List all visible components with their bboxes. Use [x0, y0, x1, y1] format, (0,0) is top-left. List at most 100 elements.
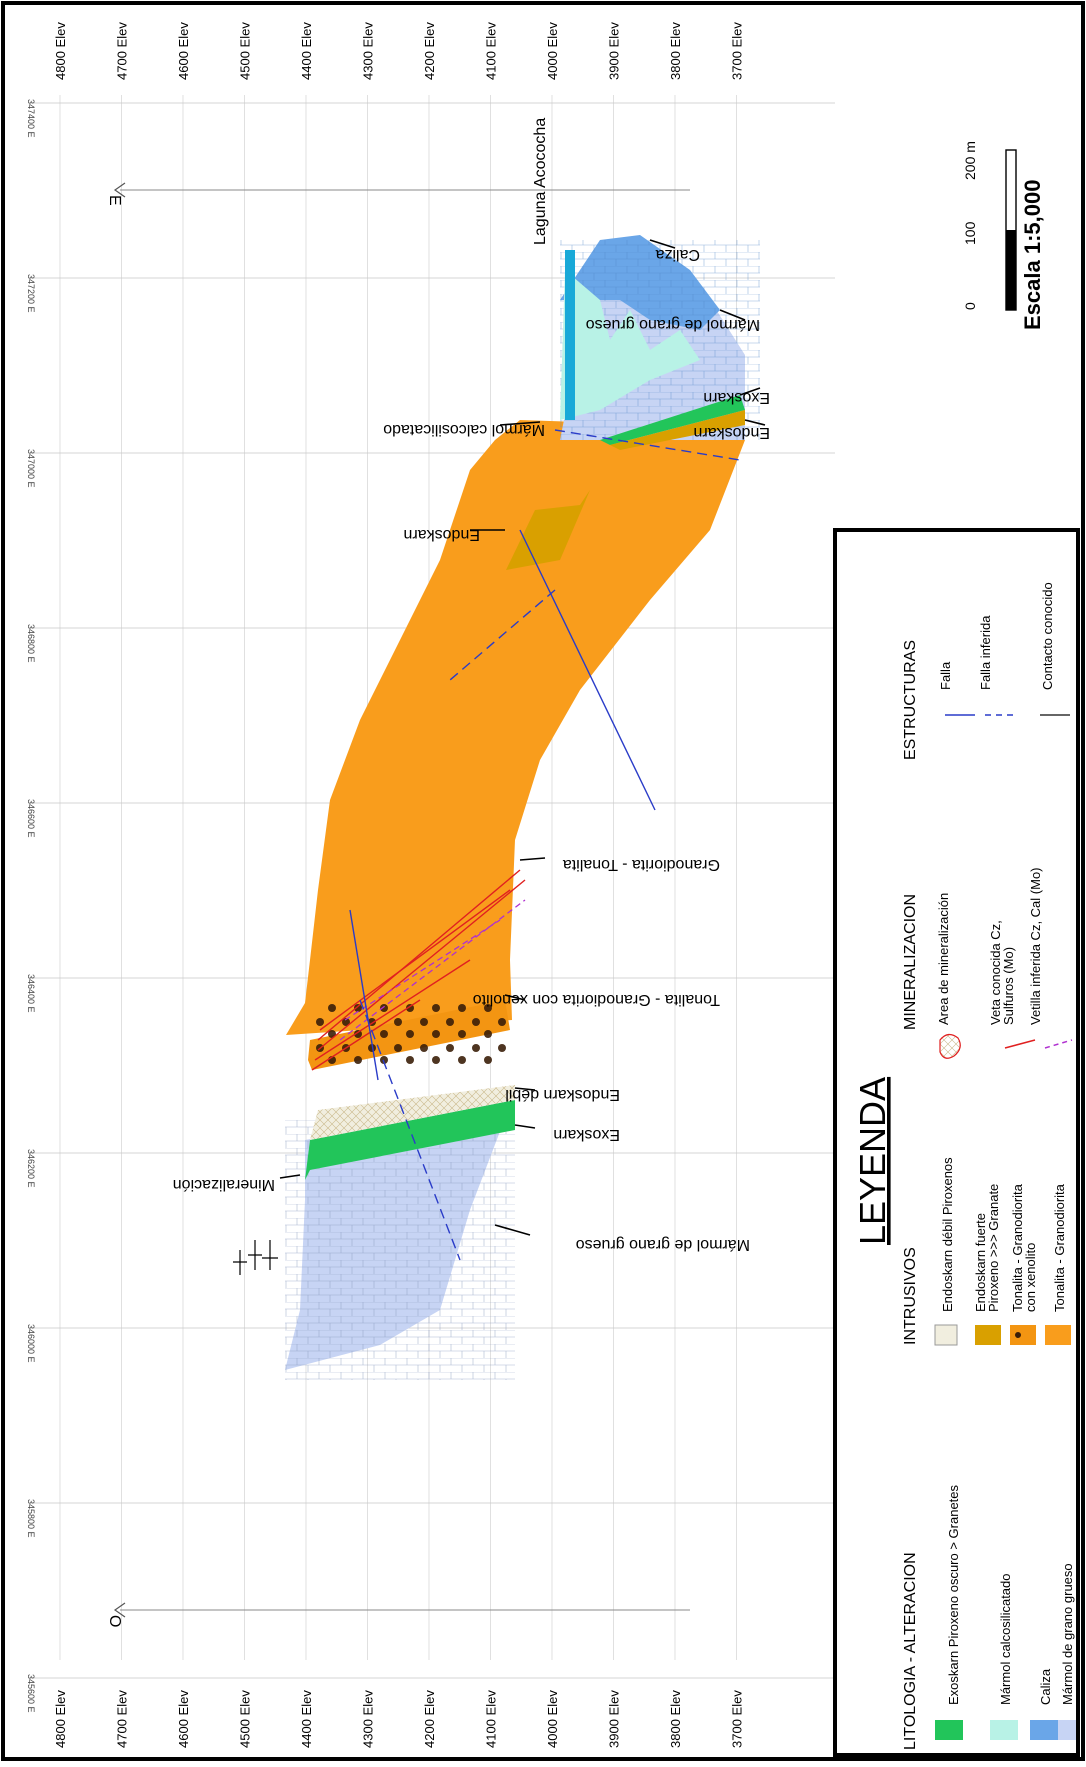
- unit-marmol-calcosilicatado: [560, 270, 700, 420]
- legend-litologia-item-1: Exoskarn Piroxeno oscuro > Granetes: [946, 1484, 961, 1705]
- legend-swatch-marmol-calcosilicatado: [990, 1720, 1018, 1740]
- scale-tick-0: 0: [962, 302, 978, 310]
- elevation-label-bottom: 3900 Elev: [607, 1690, 622, 1748]
- endoskarn-debil-pattern: [310, 1085, 515, 1140]
- annotation-endoskarn-mid: Endoskarn: [404, 526, 481, 543]
- east-arrow-icon: [113, 182, 126, 198]
- west-direction-label: O: [106, 1615, 123, 1627]
- annotation-mineralizacion: Mineralización: [173, 1176, 275, 1193]
- mineralization-markers: [233, 1240, 278, 1275]
- elevation-label-bottom: 4100 Elev: [484, 1690, 499, 1748]
- xenolito-pattern: [310, 1000, 510, 1070]
- legend-intrusivos-item-3b: con xenolito: [1023, 1243, 1038, 1312]
- unit-endoskarn-mid: [506, 490, 590, 570]
- legend-estructuras-item-2: Falla inferida: [978, 615, 993, 690]
- scale-title: Escala 1:5,000: [1020, 180, 1045, 330]
- scale-tick-200: 200 m: [962, 141, 978, 180]
- elevation-label-top: 3700 Elev: [730, 22, 745, 80]
- elevation-label-bottom: 4300 Elev: [361, 1690, 376, 1748]
- legend-litologia-item-2: Mármol calcosilicatado: [998, 1574, 1013, 1706]
- legend-swatch-tonalita-xenolito: [1010, 1325, 1036, 1345]
- legend-litologia-title: LITOLOGIA - ALTERACION: [902, 1552, 919, 1750]
- annotation-granodiorita-tonalita: Granodiorita - Tonalita: [563, 856, 720, 873]
- easting-label: 346800 E: [26, 624, 36, 663]
- elevation-label-bottom: 3700 Elev: [730, 1690, 745, 1748]
- legend-mineralization-area-icon: [939, 1033, 961, 1059]
- veins-inferred: [339, 899, 526, 1041]
- easting-label: 347400 E: [26, 99, 36, 138]
- easting-label: 347000 E: [26, 449, 36, 488]
- legend-swatch-endoskarn-debil: [934, 1324, 958, 1346]
- unit-exoskarn-bottom: [305, 1100, 515, 1180]
- easting-label: 345800 E: [26, 1499, 36, 1538]
- easting-label: 347200 E: [26, 274, 36, 313]
- elevation-label-bottom: 4600 Elev: [176, 1690, 191, 1748]
- annotation-leaders: [279, 239, 766, 1236]
- faults-inferred: [359, 429, 741, 1261]
- legend-litologia-item-3: Caliza: [1038, 1668, 1053, 1705]
- legend-swatch-tonalita: [1045, 1325, 1071, 1345]
- legend-swatch-marmol-grueso: [1058, 1720, 1076, 1740]
- easting-labels: 345600 E 345800 E 346000 E 346200 E 346400 E…: [26, 99, 36, 1713]
- elevation-label-bottom: 4700 Elev: [115, 1690, 130, 1748]
- easting-label: 346200 E: [26, 1149, 36, 1188]
- west-arrow-icon: [113, 1602, 126, 1618]
- easting-label: 346000 E: [26, 1324, 36, 1363]
- legend-mineralizacion-item-1: Area de mineralización: [936, 893, 951, 1025]
- veins-known: [311, 869, 526, 1071]
- elevation-label-bottom: 4200 Elev: [422, 1690, 437, 1748]
- elevation-label-bottom: 3800 Elev: [668, 1690, 683, 1748]
- laguna-acococha-water: [565, 250, 575, 420]
- legend-mineralizacion-title: MINERALIZACION: [902, 894, 919, 1030]
- easting-label: 345600 E: [26, 1674, 36, 1713]
- legend-estructuras-item-1: Falla: [938, 661, 953, 690]
- elevation-label-top: 4700 Elev: [115, 22, 130, 80]
- legend-estructuras-title: ESTRUCTURAS: [902, 640, 919, 760]
- annotation-exoskarn-bottom: Exoskarn: [553, 1126, 620, 1143]
- legend: LEYENDA LITOLOGIA - ALTERACION INTRUSIVO…: [833, 528, 1080, 1757]
- legend-swatch-endoskarn-fuerte: [975, 1325, 1001, 1345]
- legend-xenolito-dot: [1015, 1332, 1021, 1338]
- unit-exoskarn-top: [600, 395, 745, 445]
- unit-tonalita-granodiorita: [286, 420, 745, 1035]
- annotation-marmol-grueso-bottom: Mármol de grano grueso: [576, 1236, 750, 1253]
- elevation-label-top: 4200 Elev: [422, 22, 437, 80]
- legend-intrusivos-title: INTRUSIVOS: [902, 1247, 919, 1345]
- elevation-label-top: 4400 Elev: [299, 22, 314, 80]
- legend-vein-known-line: [1004, 1039, 1036, 1049]
- legend-intrusivos-item-4: Tonalita - Granodiorita: [1052, 1183, 1067, 1312]
- easting-label: 346400 E: [26, 974, 36, 1013]
- elevation-label-bottom: 4400 Elev: [299, 1690, 314, 1748]
- legend-mineralizacion-item-3: Vetilla inferida Cz, Cal (Mo): [1028, 868, 1043, 1026]
- elevation-label-top: 4800 Elev: [53, 22, 68, 80]
- elevation-label-top: 4000 Elev: [545, 22, 560, 80]
- unit-endoskarn-top: [610, 410, 745, 450]
- elevation-label-top: 3800 Elev: [668, 22, 683, 80]
- legend-mineralizacion-item-2: Veta conocida Cz,: [988, 920, 1003, 1025]
- legend-swatch-exoskarn: [935, 1720, 963, 1740]
- legend-intrusivos-item-1: Endoskarn débil Piroxenos: [940, 1157, 955, 1312]
- legend-intrusivos-item-2: Endoskarn fuerte: [973, 1213, 988, 1312]
- annotation-caliza: Caliza: [655, 246, 700, 263]
- legend-swatch-caliza: [1030, 1720, 1058, 1740]
- legend-intrusivos-item-2b: Piroxeno >>> Granate: [986, 1184, 1001, 1312]
- annotation-exoskarn-top: Exoskarn: [703, 389, 770, 406]
- elevation-label-bottom: 4500 Elev: [238, 1690, 253, 1748]
- elevation-labels-top: 4800 Elev 4700 Elev 4600 Elev 4500 Elev 4400…: [53, 22, 745, 80]
- scale-tick-100: 100: [962, 221, 978, 245]
- elevation-label-top: 4500 Elev: [238, 22, 253, 80]
- east-direction-label: E: [106, 195, 123, 206]
- elevation-label-bottom: 4000 Elev: [545, 1690, 560, 1748]
- elevation-label-top: 4300 Elev: [361, 22, 376, 80]
- scale-bar: 0 100 200 m Escala 1:5,000: [962, 141, 1045, 330]
- annotation-marmol-grueso-top: Mármol de grano grueso: [586, 316, 760, 333]
- elevation-label-top: 4600 Elev: [176, 22, 191, 80]
- annotation-tonalita-xenolito: Tonalita - Granodiorita con xenolito: [473, 991, 720, 1008]
- legend-estructuras-item-3: Contacto conocido: [1040, 582, 1055, 690]
- legend-mineralizacion-item-2b: Sulfuros (Mo): [1001, 947, 1016, 1025]
- elevation-label-top: 4100 Elev: [484, 22, 499, 80]
- faults-known: [349, 529, 656, 1081]
- elevation-label-bottom: 4800 Elev: [53, 1690, 68, 1748]
